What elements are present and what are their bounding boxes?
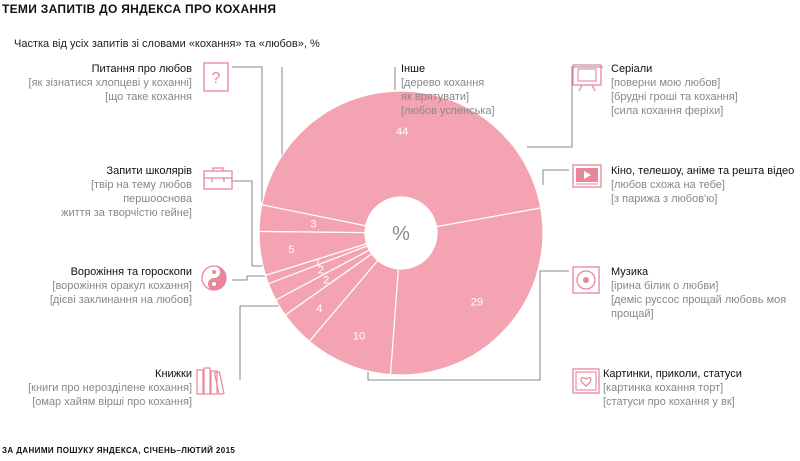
slice-value-label: 5 [288,244,294,256]
block-books: Книжки [книги про нерозділене кохання] [… [20,367,192,409]
category-name: Запити школярів [106,165,192,177]
chart-title: ТЕМИ ЗАПИТІВ ДО ЯНДЕКСА ПРО КОХАННЯ [2,2,277,16]
source-note: ЗА ДАНИМИ ПОШУКУ ЯНДЕКСА, СІЧЕНЬ–ЛЮТИЙ 2… [2,446,236,455]
block-series: Серіали [поверни мою любов] [брудні грош… [611,62,796,118]
category-name: Питання про любов [91,63,192,75]
query-text: як врятувати] [401,91,470,103]
books-icon [196,367,225,395]
donut-hole [365,197,437,269]
slice-value-label: 29 [471,296,483,308]
slice-labels: 44 29 10 4 221 5 3 [288,126,483,343]
block-music: Музика [ірина білик о любви] [деміс русс… [611,265,798,321]
donut-slices [258,90,544,376]
slice-value-label: 1 [315,257,321,269]
category-name: Музика [611,266,649,278]
query-text: прощай] [611,308,654,320]
query-text: [твір на тему любов першооснова [90,179,192,205]
video-icon [572,164,602,188]
query-text: [книги про нерозділене кохання] [28,382,192,394]
briefcase-icon [203,167,233,190]
slice-value-label: 4 [316,303,322,315]
slice-value-label: 2 [323,274,329,286]
query-text: [з парижа з любов'ю] [611,193,718,205]
query-text: [картинка кохання торт] [603,382,724,394]
query-text: [любов успенська] [401,105,495,117]
category-name: Кіно, телешоу, аніме та решта відео [611,165,795,177]
category-name: Ворожіння та гороскопи [70,266,192,278]
slice-value-label: 10 [353,331,365,343]
slice-value-label: 3 [310,219,316,231]
query-text: [любов схожа на тебе] [611,179,725,191]
block-love-questions: Питання про любов [як зізнатися хлопцеві… [20,62,192,104]
yin-yang-icon [201,265,227,291]
svg-text:?: ? [212,70,221,87]
category-name: Картинки, приколи, статуси [603,368,742,380]
connector-line [527,66,603,148]
slice-value-label: 2 [318,265,324,277]
category-name: Інше [401,63,426,75]
query-text: [ірина білик о любви] [611,280,719,292]
chart-subtitle: Частка від усіх запитів зі словами «коха… [14,38,320,50]
block-fortune: Ворожіння та гороскопи [ворожіння оракул… [20,265,192,307]
question-icon: ? [203,62,229,92]
block-movies: Кіно, телешоу, аніме та решта відео [люб… [611,164,798,206]
music-icon [572,266,600,294]
center-percent-label: % [392,223,410,245]
query-text: [ворожіння оракул кохання] [52,280,192,292]
query-text: [дієві заклинання на любов] [49,294,192,306]
slice-value-label: 44 [396,126,408,138]
block-pictures: Картинки, приколи, статуси [картинка кох… [603,367,793,409]
query-text: [деміс руссос прощай любовь моя [611,294,787,306]
category-name: Книжки [155,368,192,380]
connector-line [542,169,569,185]
block-other: Інше [дерево кохання як врятувати] [любо… [401,62,511,118]
query-text: [поверни мою любов] [611,77,721,89]
query-text: [що таке кохання [105,91,192,103]
block-schoolkids: Запити школярів [твір на тему любов перш… [20,164,192,220]
query-text: [дерево кохання [401,77,485,89]
query-text: [омар хайям вірші про кохання] [32,396,192,408]
category-name: Серіали [611,63,653,75]
query-text: життя за творчістю гейне] [61,207,192,219]
query-text: [брудні гроші та кохання] [611,91,738,103]
tv-icon [572,64,602,92]
query-text: [сила кохання феріхи] [611,105,724,117]
query-text: [статуси про кохання у вк] [603,396,735,408]
query-text: [як зізнатися хлопцеві у коханні] [28,77,192,89]
picture-icon [572,368,600,394]
